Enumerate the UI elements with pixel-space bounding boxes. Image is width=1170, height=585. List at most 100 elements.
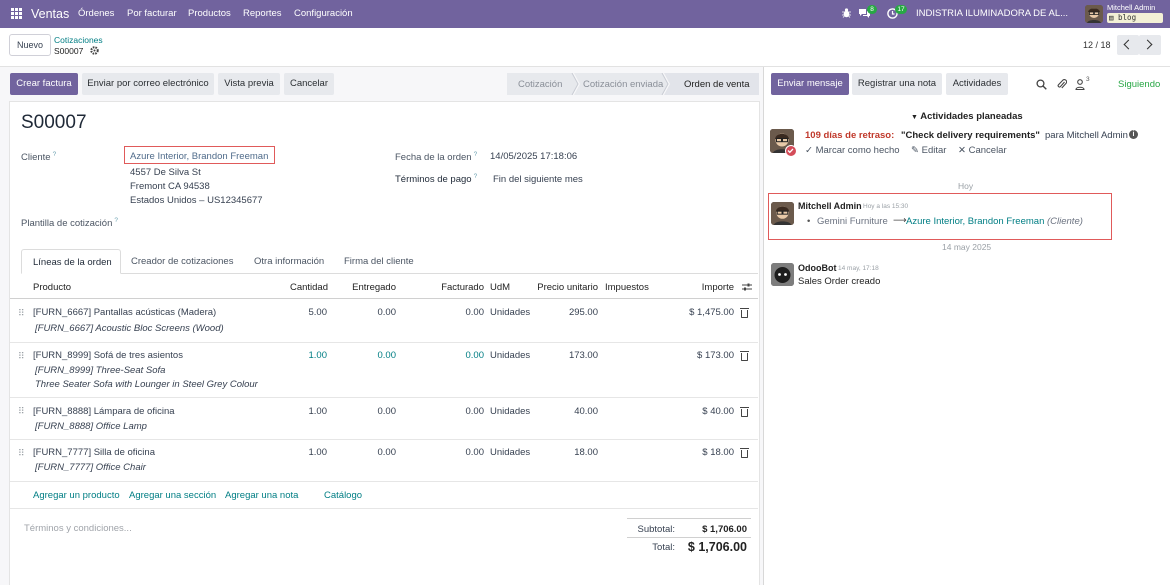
template-help-icon[interactable]: ? (114, 217, 118, 224)
pager-next-button[interactable] (1139, 35, 1161, 55)
line-delivered[interactable]: 0.00 (377, 447, 397, 458)
line-quantity[interactable]: 1.00 (308, 350, 328, 361)
line-quantity[interactable]: 1.00 (308, 447, 328, 458)
add-section-link[interactable]: Agregar una sección (129, 490, 217, 501)
pager-value[interactable]: 12 / 18 (1083, 40, 1111, 50)
delete-line-icon[interactable] (740, 351, 749, 361)
activities-button[interactable]: Actividades (946, 73, 1008, 95)
col-uom[interactable]: UdM (490, 282, 511, 293)
delete-line-icon[interactable] (740, 448, 749, 458)
payment-terms-help-icon[interactable]: ? (473, 173, 478, 180)
status-step-quotation[interactable]: Cotización (518, 79, 563, 90)
line-description[interactable]: [FURN_8888] Office Lamp (35, 421, 147, 432)
col-quantity[interactable]: Cantidad (289, 282, 328, 293)
delete-line-icon[interactable] (740, 308, 749, 318)
status-step-sales-order[interactable]: Orden de venta (684, 79, 750, 90)
line-description[interactable]: [FURN_8999] Three-Seat Sofa (35, 365, 166, 376)
terms-and-conditions-input[interactable]: Términos y condiciones... (24, 523, 132, 534)
breadcrumb-parent[interactable]: Cotizaciones (54, 35, 103, 45)
drag-handle-icon[interactable]: ⠿ (18, 308, 25, 318)
user-avatar[interactable] (1085, 5, 1103, 23)
table-row[interactable]: ⠿ [FURN_8888] Lámpara de oficina [FURN_8… (10, 398, 758, 439)
col-amount[interactable]: Importe (701, 282, 734, 293)
record-settings-gear-icon[interactable] (90, 46, 99, 55)
column-settings-icon[interactable] (742, 282, 752, 292)
tab-quote-builder[interactable]: Creador de cotizaciones (131, 256, 234, 267)
line-description-2[interactable]: Three Seater Sofa with Lounger in Steel … (35, 379, 258, 390)
edit-activity-button[interactable]: ✎ Editar (911, 145, 946, 156)
search-icon[interactable] (1036, 79, 1047, 90)
followers-user-icon[interactable] (1075, 79, 1085, 91)
line-product[interactable]: [FURN_8999] Sofá de tres asientos (33, 350, 183, 361)
menu-productos[interactable]: Productos (188, 8, 231, 19)
tab-other-info[interactable]: Otra información (254, 256, 325, 267)
col-product[interactable]: Producto (33, 282, 72, 293)
menu-reportes[interactable]: Reportes (243, 8, 282, 19)
cancel-activity-button[interactable]: ✕ Cancelar (958, 145, 1007, 156)
drag-handle-icon[interactable]: ⠿ (18, 448, 25, 458)
table-row[interactable]: ⠿ [FURN_7777] Silla de oficina [FURN_777… (10, 440, 758, 481)
line-uom[interactable]: Unidades (490, 447, 531, 458)
table-row[interactable]: ⠿ [FURN_8999] Sofá de tres asientos [FUR… (10, 343, 758, 397)
attachment-paperclip-icon[interactable] (1057, 78, 1068, 90)
line-quantity[interactable]: 1.00 (308, 406, 328, 417)
status-step-quotation-sent[interactable]: Cotización enviada (583, 79, 664, 90)
send-message-button[interactable]: Enviar mensaje (771, 73, 849, 95)
message-author-avatar[interactable] (771, 202, 794, 225)
pager-previous-button[interactable] (1117, 35, 1139, 55)
tab-customer-signature[interactable]: Firma del cliente (344, 256, 414, 267)
preview-button[interactable]: Vista previa (218, 73, 280, 95)
cancel-order-button[interactable]: Cancelar (284, 73, 334, 95)
log-note-button[interactable]: Registrar una nota (852, 73, 942, 95)
col-delivered[interactable]: Entregado (352, 282, 396, 293)
drag-handle-icon[interactable]: ⠿ (18, 406, 25, 416)
message-author[interactable]: Mitchell Admin (798, 201, 862, 211)
line-uom[interactable]: Unidades (490, 350, 531, 361)
new-button[interactable]: Nuevo (9, 34, 51, 56)
line-unit-price[interactable]: 173.00 (568, 350, 598, 361)
mark-done-button[interactable]: ✓ Marcar como hecho (805, 145, 900, 156)
table-row[interactable]: ⠿ [FURN_6667] Pantallas acústicas (Mader… (10, 299, 758, 342)
order-date-help-icon[interactable]: ? (473, 151, 478, 158)
line-quantity[interactable]: 5.00 (308, 307, 328, 318)
customer-field[interactable] (124, 146, 275, 164)
odoobot-avatar[interactable] (771, 263, 794, 286)
col-taxes[interactable]: Impuestos (605, 282, 649, 293)
delete-line-icon[interactable] (740, 407, 749, 417)
send-email-button[interactable]: Enviar por correo electrónico (82, 73, 214, 95)
line-product[interactable]: [FURN_7777] Silla de oficina (33, 447, 155, 458)
add-product-link[interactable]: Agregar un producto (33, 490, 120, 501)
bug-icon[interactable] (842, 8, 851, 18)
menu-configuracion[interactable]: Configuración (294, 8, 353, 19)
message-author[interactable]: OdooBot (798, 263, 837, 273)
col-unit-price[interactable]: Precio unitario (537, 282, 598, 293)
menu-ordenes[interactable]: Órdenes (78, 8, 115, 19)
line-description[interactable]: [FURN_6667] Acoustic Bloc Screens (Wood) (35, 323, 224, 334)
payment-terms-value[interactable]: Fin del siguiente mes (493, 174, 583, 185)
create-invoice-button[interactable]: Crear factura (10, 73, 78, 95)
following-button[interactable]: Siguiendo (1118, 79, 1161, 90)
activity-info-icon[interactable]: i (1129, 130, 1138, 139)
line-product[interactable]: [FURN_8888] Lámpara de oficina (33, 406, 175, 417)
line-unit-price[interactable]: 40.00 (574, 406, 598, 417)
customer-help-icon[interactable]: ? (52, 151, 57, 158)
line-unit-price[interactable]: 295.00 (568, 307, 598, 318)
line-uom[interactable]: Unidades (490, 307, 531, 318)
app-name[interactable]: Ventas (31, 7, 70, 21)
user-name[interactable]: Mitchell Admin (1107, 3, 1156, 12)
catalog-link[interactable]: Catálogo (324, 490, 363, 501)
line-product[interactable]: [FURN_6667] Pantallas acústicas (Madera) (33, 307, 217, 318)
apps-menu-icon[interactable] (11, 8, 22, 19)
company-switcher[interactable]: INDISTRIA ILUMINADORA DE AL... (916, 8, 1069, 19)
customer-name[interactable]: Azure Interior, Brandon Freeman (130, 151, 269, 162)
line-description[interactable]: [FURN_7777] Office Chair (35, 462, 146, 473)
line-delivered[interactable]: 0.00 (377, 406, 397, 417)
line-delivered[interactable]: 0.00 (377, 307, 397, 318)
tab-order-lines[interactable]: Líneas de la orden (21, 249, 121, 274)
line-delivered[interactable]: 0.00 (377, 350, 397, 361)
drag-handle-icon[interactable]: ⠿ (18, 351, 25, 361)
menu-por-facturar[interactable]: Por facturar (127, 8, 177, 19)
line-uom[interactable]: Unidades (490, 406, 531, 417)
add-note-link[interactable]: Agregar una nota (225, 490, 299, 501)
planned-activities-toggle[interactable]: ▼ Actividades planeadas (911, 111, 1023, 122)
